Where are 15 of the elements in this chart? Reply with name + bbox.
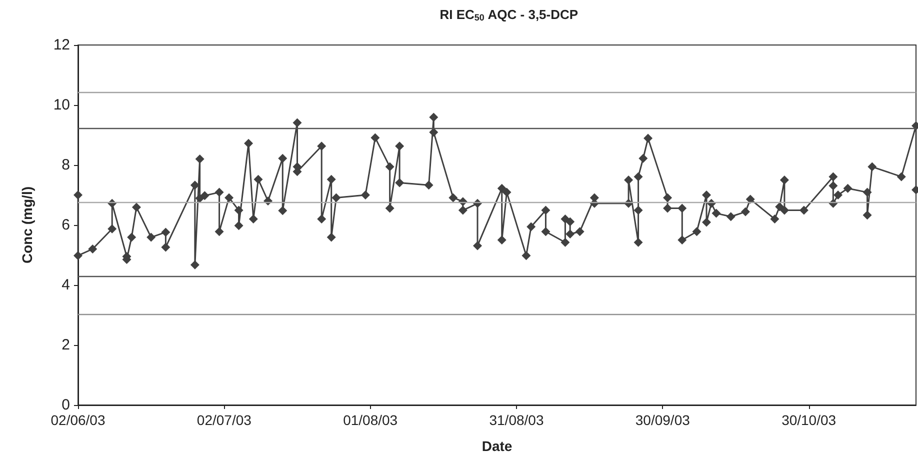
y-tick-label: 8 (62, 156, 70, 174)
x-tick-label: 31/08/03 (489, 412, 544, 428)
x-tick-label: 30/09/03 (635, 412, 690, 428)
y-tick-label: 2 (62, 336, 70, 354)
x-tick-label: 02/07/03 (196, 412, 252, 428)
x-tick-label: 01/08/03 (343, 412, 398, 428)
y-tick-label: 6 (62, 216, 70, 234)
x-axis-title: Date (482, 438, 512, 454)
y-tick-label: 12 (53, 36, 70, 54)
x-tick-label: 30/10/03 (782, 412, 836, 428)
y-tick-label: 0 (62, 396, 70, 414)
x-tick-label: 02/06/03 (50, 412, 106, 428)
y-tick-label: 10 (53, 96, 70, 114)
y-axis-title: Conc (mg/l) (19, 186, 35, 264)
y-tick-label: 4 (62, 276, 70, 294)
